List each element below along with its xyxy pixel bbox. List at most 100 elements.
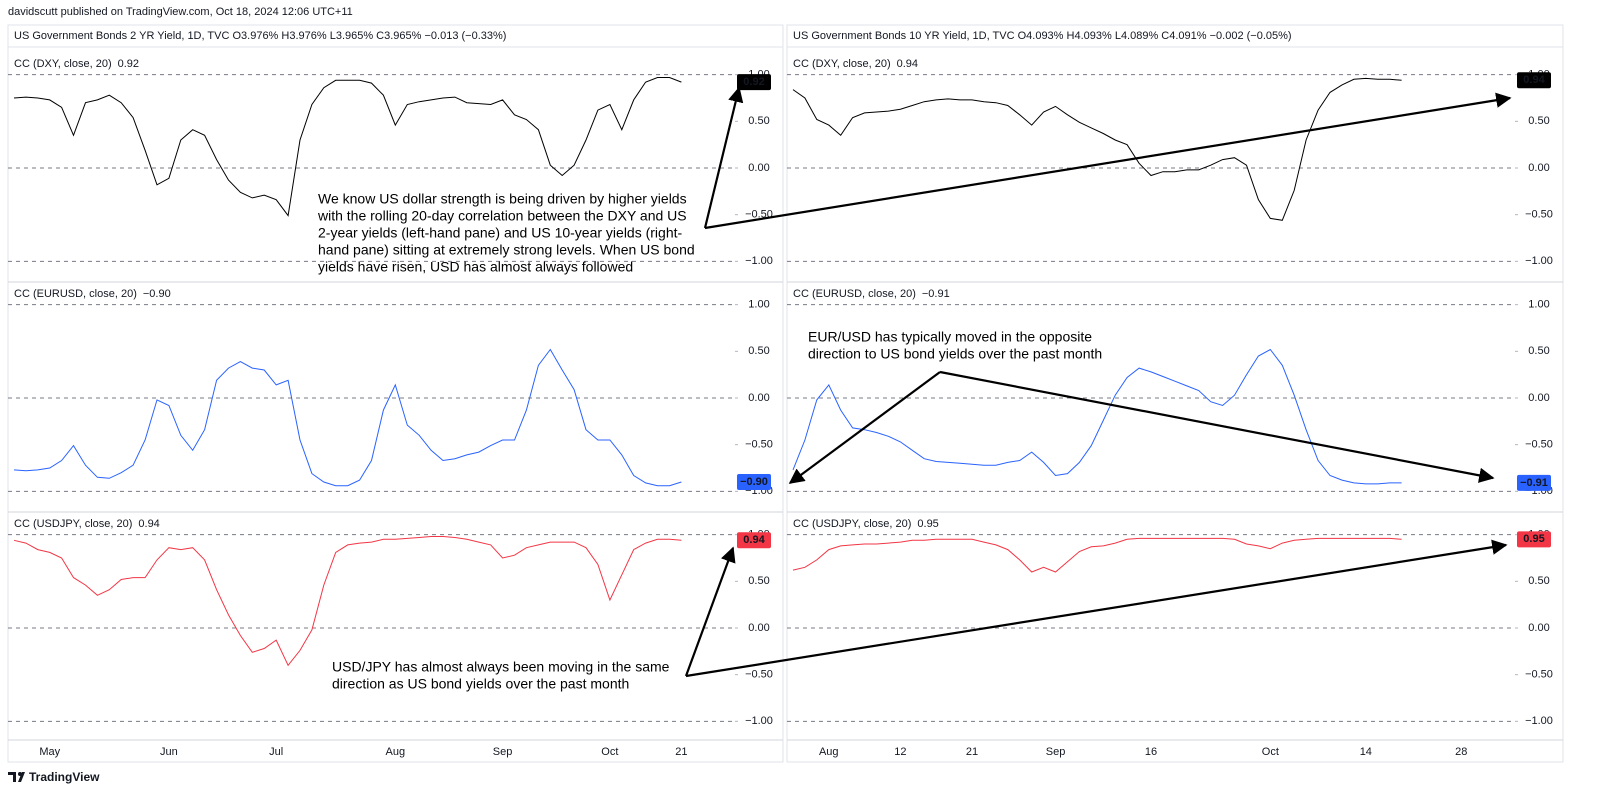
arrow xyxy=(939,370,1495,483)
last-value-label: 0.94 xyxy=(743,534,765,546)
series-line xyxy=(13,536,682,667)
indicator-value: 0.95 xyxy=(917,518,938,530)
indicator-name: CC (USDJPY, close, 20) xyxy=(14,518,132,530)
arrow xyxy=(684,546,736,677)
x-tick-label: May xyxy=(39,746,60,758)
frames xyxy=(7,24,1564,763)
annotation-line: with the rolling 20-day correlation betw… xyxy=(317,208,687,224)
annotation-line: 2-year yields (left-hand pane) and US 10… xyxy=(318,225,683,241)
x-tick-label: Sep xyxy=(1046,746,1066,758)
y-tick-label: −1.00 xyxy=(745,715,773,727)
last-value-label: 0.92 xyxy=(743,76,764,88)
symbol-title: US Government Bonds 10 YR Yield, 1D, TVC… xyxy=(793,30,1292,42)
logo-icon xyxy=(8,772,25,782)
last-value-badge xyxy=(737,532,771,549)
y-tick-label: 0.50 xyxy=(748,345,769,357)
y-tick-label: 0.00 xyxy=(1528,162,1549,174)
last-value-label: 0.94 xyxy=(1523,74,1545,86)
x-tick-label: Aug xyxy=(386,746,406,758)
last-value-badge xyxy=(737,74,771,91)
indicator-value: 0.94 xyxy=(138,518,159,530)
series-line xyxy=(792,537,1402,573)
arrows xyxy=(684,86,1512,678)
indicator-value: −0.91 xyxy=(922,288,950,300)
right-frame xyxy=(786,24,1564,763)
left-frame xyxy=(7,24,784,763)
arrow xyxy=(704,92,1512,230)
y-tick-label: 0.50 xyxy=(1528,115,1549,127)
last-value-label: −0.90 xyxy=(740,476,768,488)
arrow xyxy=(685,539,1508,678)
y-tick-label: −0.50 xyxy=(1525,209,1553,221)
y-tick-label: −0.50 xyxy=(745,669,773,681)
indicator-name: CC (EURUSD, close, 20) xyxy=(14,288,137,300)
published-note: davidscutt published on TradingView.com,… xyxy=(8,6,353,18)
x-tick-label: 21 xyxy=(675,746,687,758)
x-tick-label: 28 xyxy=(1455,746,1467,758)
series-line xyxy=(792,348,1402,485)
y-tick-label: −1.00 xyxy=(1525,715,1553,727)
indicator-name: CC (EURUSD, close, 20) xyxy=(793,288,916,300)
y-tick-label: 1.00 xyxy=(1528,299,1549,311)
y-tick-label: −0.50 xyxy=(745,439,773,451)
y-tick-label: 0.00 xyxy=(1528,392,1549,404)
series-line xyxy=(13,348,682,487)
last-value-badge xyxy=(1517,474,1551,491)
last-value-badge xyxy=(1517,72,1551,89)
y-tick-label: 0.50 xyxy=(1528,575,1549,587)
y-tick-label: 0.00 xyxy=(748,392,769,404)
last-value-label: −0.91 xyxy=(1520,477,1548,489)
brand-logo: TradingView xyxy=(8,770,100,784)
x-tick-label: Oct xyxy=(601,746,618,758)
indicator-value: 0.94 xyxy=(897,58,918,70)
annotation-line: USD/JPY has almost always been moving in… xyxy=(332,659,670,675)
indicator-name: CC (USDJPY, close, 20) xyxy=(793,518,911,530)
x-tick-label: Jun xyxy=(160,746,178,758)
y-tick-label: −0.50 xyxy=(1525,439,1553,451)
y-tick-label: 0.00 xyxy=(748,622,769,634)
annotation-line: direction to US bond yields over the pas… xyxy=(808,346,1102,362)
last-value-label: 0.95 xyxy=(1523,533,1544,545)
brand-name: TradingView xyxy=(29,770,100,784)
logo-dot xyxy=(18,772,22,776)
arrow xyxy=(788,371,941,484)
annotation-line: hand pane) sitting at extremely strong l… xyxy=(318,242,695,258)
indicator-name: CC (DXY, close, 20) xyxy=(14,58,112,70)
annotation-line: direction as US bond yields over the pas… xyxy=(332,676,629,692)
x-tick-label: Aug xyxy=(819,746,839,758)
indicator-name: CC (DXY, close, 20) xyxy=(793,58,891,70)
x-tick-label: 14 xyxy=(1360,746,1372,758)
x-tick-label: 16 xyxy=(1145,746,1157,758)
series-line xyxy=(792,77,1402,221)
annotation-line: EUR/USD has typically moved in the oppos… xyxy=(808,329,1092,345)
indicator-value: −0.90 xyxy=(143,288,171,300)
symbol-title: US Government Bonds 2 YR Yield, 1D, TVC … xyxy=(14,30,506,42)
x-tick-label: Sep xyxy=(493,746,513,758)
x-tick-label: 12 xyxy=(894,746,906,758)
indicator-value: 0.92 xyxy=(118,58,139,70)
y-tick-label: −1.00 xyxy=(1525,255,1553,267)
series-line xyxy=(13,77,682,217)
annotation-line: We know US dollar strength is being driv… xyxy=(318,191,687,207)
annotation-line: yields have risen, USD has almost always… xyxy=(318,259,633,275)
last-value-badge xyxy=(1517,531,1551,548)
y-tick-label: 0.50 xyxy=(1528,345,1549,357)
x-tick-label: Jul xyxy=(269,746,283,758)
y-tick-label: 0.50 xyxy=(748,575,769,587)
x-tick-label: Oct xyxy=(1262,746,1279,758)
last-value-badge xyxy=(737,474,771,490)
x-tick-label: 21 xyxy=(966,746,978,758)
y-tick-label: 0.00 xyxy=(748,162,769,174)
y-tick-label: −1.00 xyxy=(745,255,773,267)
y-tick-label: 1.00 xyxy=(748,299,769,311)
y-tick-label: 0.00 xyxy=(1528,622,1549,634)
arrow xyxy=(703,86,744,229)
